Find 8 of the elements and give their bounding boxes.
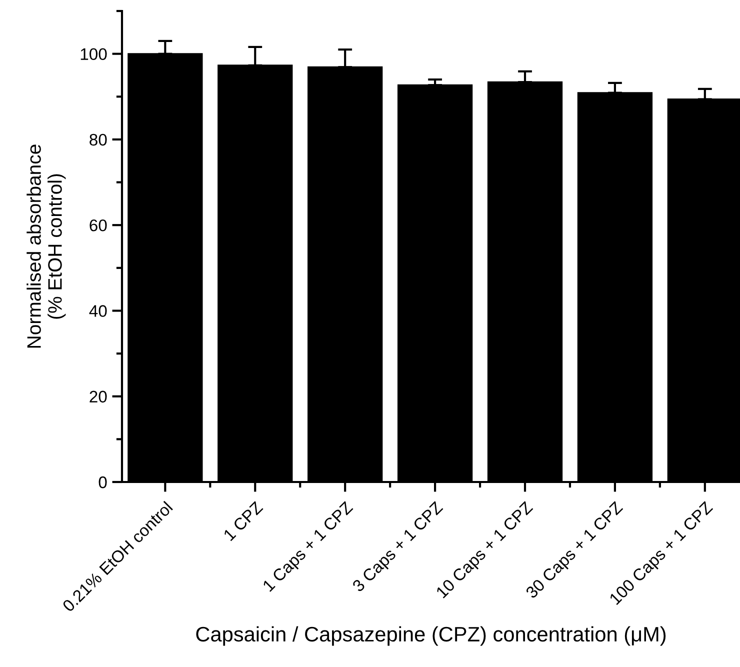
y-tick-label: 40 [89,305,107,317]
y-tick-label: 0 [98,476,107,488]
y-axis-title: Normalised absorbance (% EtOH control) [26,144,66,348]
y-tick-label: 60 [90,219,107,232]
y-tick-label: 80 [90,134,107,146]
y-tick-label: 100 [80,48,107,60]
y-tick-label: 20 [90,390,107,403]
x-axis-title: Capsaicin / Capsazepine (CPZ) concentration (μM) [196,626,666,646]
